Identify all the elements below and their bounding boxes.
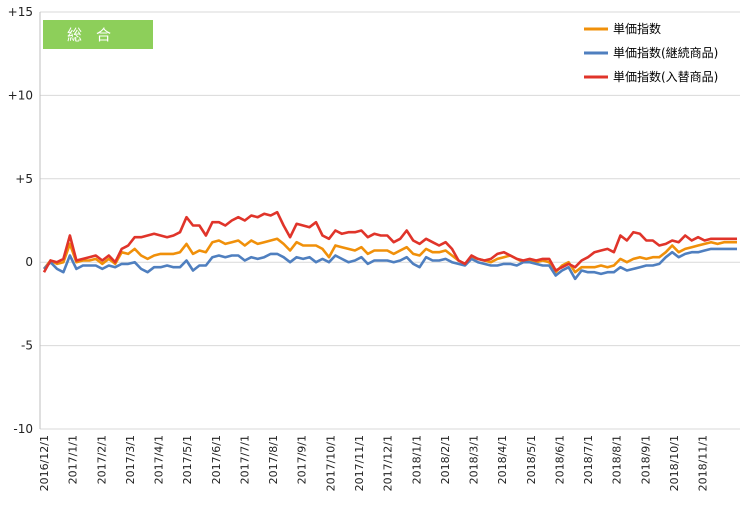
x-axis-ticks: 2016/12/1 2017/1/1 2017/2/1 2017/3/1 2017/4/…	[38, 435, 710, 491]
x-tick-label: 2017/4/1	[153, 435, 166, 484]
y-tick-label: +5	[15, 172, 33, 186]
x-tick-label: 2018/2/1	[439, 435, 452, 484]
x-tick-label: 2018/5/1	[525, 435, 538, 484]
x-tick-label: 2017/9/1	[296, 435, 309, 484]
x-tick-label: 2016/12/1	[38, 435, 51, 491]
x-tick-label: 2018/11/1	[697, 435, 710, 491]
badge-label: 総合	[67, 26, 125, 44]
x-tick-label: 2017/12/1	[382, 435, 395, 491]
x-tick-label: 2018/8/1	[611, 435, 624, 484]
x-tick-label: 2017/1/1	[67, 435, 80, 484]
x-tick-label: 2017/7/1	[238, 435, 251, 484]
gridlines	[39, 11, 740, 430]
series-line-1	[42, 237, 737, 274]
x-tick-label: 2017/6/1	[210, 435, 223, 484]
x-tick-label: 2017/2/1	[95, 435, 108, 484]
x-tick-label: 2018/4/1	[496, 435, 509, 484]
x-tick-label: 2018/7/1	[582, 435, 595, 484]
x-tick-label: 2017/8/1	[267, 435, 280, 484]
x-tick-label: 2017/11/1	[353, 435, 366, 491]
y-tick-label: +15	[8, 5, 33, 19]
series-line-2	[43, 247, 737, 281]
x-tick-label: 2018/10/1	[668, 435, 681, 491]
x-tick-label: 2017/3/1	[124, 435, 137, 484]
y-tick-label: -10	[13, 422, 33, 436]
x-tick-label: 2018/9/1	[639, 435, 652, 484]
legend-label: 単価指数(入替商品)	[613, 69, 718, 84]
y-axis-ticks: +15 +10 +5 0 -5 -10	[8, 5, 33, 436]
x-tick-label: 2017/10/1	[324, 435, 337, 491]
series-line-3	[42, 210, 737, 273]
legend-label: 単価指数(継続商品)	[613, 45, 718, 60]
series-lines	[42, 210, 737, 281]
x-tick-label: 2017/5/1	[181, 435, 194, 484]
chart-badge: 総合	[43, 20, 153, 49]
x-tick-label: 2018/6/1	[553, 435, 566, 484]
x-tick-label: 2018/3/1	[468, 435, 481, 484]
y-tick-label: +10	[8, 88, 33, 102]
y-tick-label: 0	[25, 255, 33, 269]
y-tick-label: -5	[21, 339, 33, 353]
badge-background	[43, 20, 153, 49]
legend-label: 単価指数	[613, 21, 661, 36]
x-tick-label: 2018/1/1	[410, 435, 423, 484]
